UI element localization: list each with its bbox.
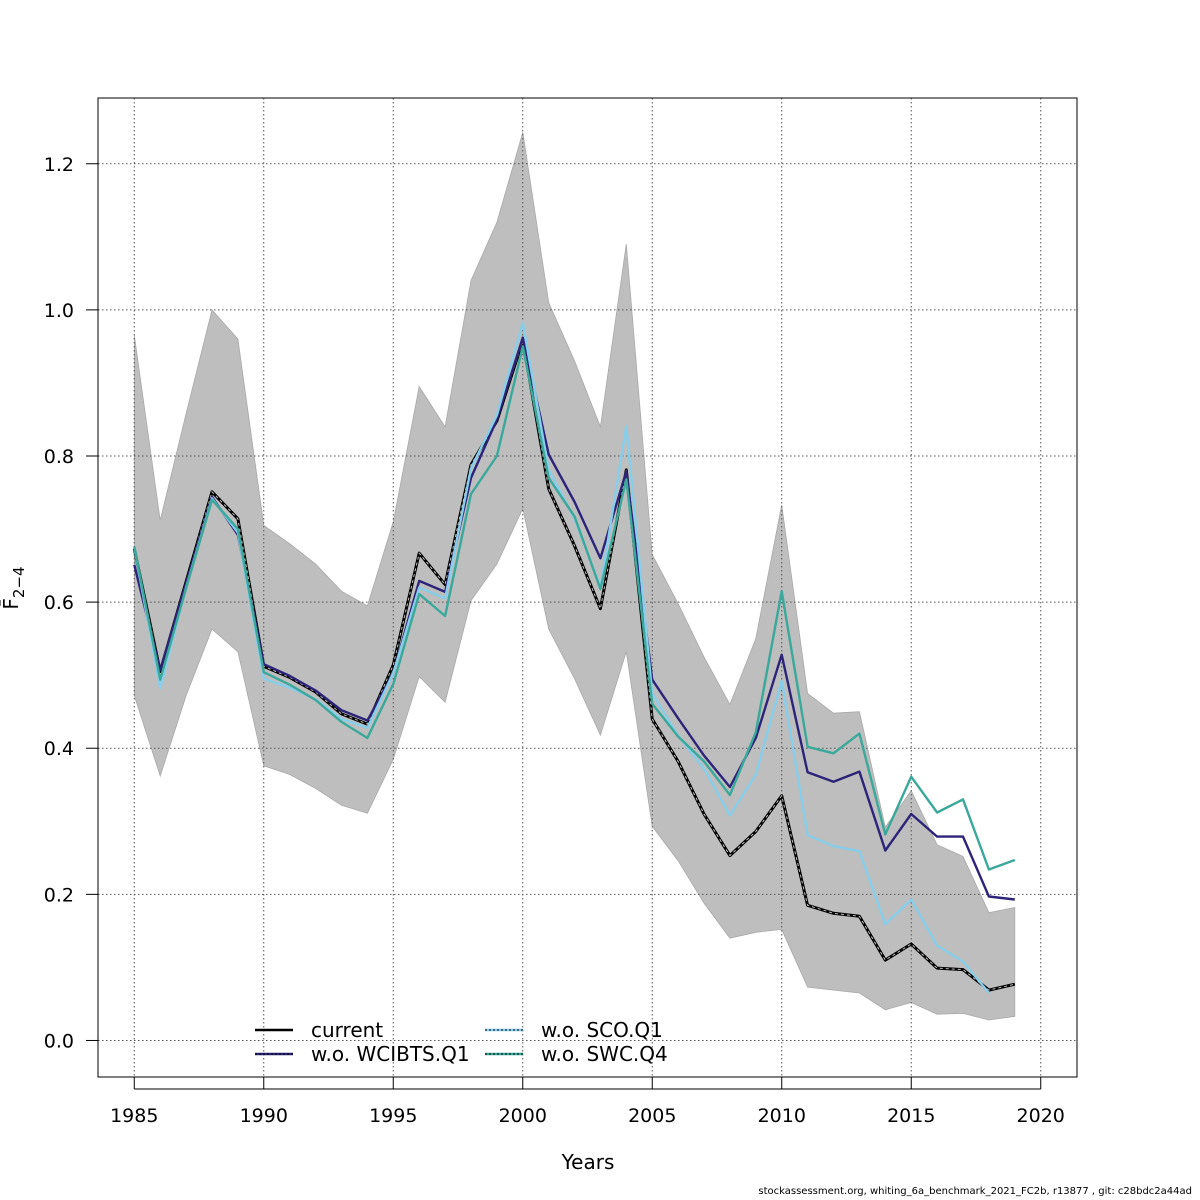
y-axis-title-subscript: 2−4 xyxy=(10,566,28,598)
y-tick-label: 1.2 xyxy=(44,154,74,176)
series-line-w-o-wcibts-q1 xyxy=(133,336,1015,901)
legend-label: current xyxy=(311,1018,383,1042)
x-axis-title: Years xyxy=(561,1150,615,1174)
x-tick-label: 2010 xyxy=(758,1105,806,1127)
x-tick-label: 1990 xyxy=(240,1105,288,1127)
plot-frame xyxy=(97,97,1078,1078)
legend-label: w.o. SCO.Q1 xyxy=(541,1018,663,1042)
x-axis: 1985 1990 1995 2000 2005 2010 2015 2020 xyxy=(110,1077,1065,1127)
series-layer xyxy=(132,321,1016,994)
x-tick-label: 1985 xyxy=(110,1105,158,1127)
series-line-current-dash xyxy=(133,340,1015,991)
x-tick-label: 2015 xyxy=(887,1105,935,1127)
x-tick-label: 2005 xyxy=(628,1105,676,1127)
confidence-band xyxy=(133,132,1016,1021)
x-tick-label: 2000 xyxy=(499,1105,547,1127)
y-axis-title: F̄2−4 xyxy=(0,566,28,609)
y-axis-title-main: F̄ xyxy=(0,598,23,610)
footer-note: stockassessment.org, whiting_6a_benchmar… xyxy=(758,1186,1192,1197)
x-tick-label: 1995 xyxy=(369,1105,417,1127)
confidence-band-layer xyxy=(133,132,1016,1021)
legend-label: w.o. WCIBTS.Q1 xyxy=(311,1042,470,1066)
y-tick-label: 0.6 xyxy=(44,592,74,614)
y-tick-label: 0.2 xyxy=(44,884,74,906)
series-line-w-o-sco-q1 xyxy=(133,321,990,994)
legend-label: w.o. SWC.Q4 xyxy=(541,1042,668,1066)
y-tick-label: 0.0 xyxy=(44,1030,74,1052)
series-line-w-o-swc-q4 xyxy=(133,345,1016,871)
y-tick-label: 1.0 xyxy=(44,300,74,322)
grid-layer xyxy=(98,98,1077,1077)
y-axis: 0.0 0.2 0.4 0.6 0.8 1.0 1.2 xyxy=(44,154,98,1052)
y-tick-label: 0.8 xyxy=(44,446,74,468)
y-tick-label: 0.4 xyxy=(44,738,74,760)
x-tick-label: 2020 xyxy=(1017,1105,1065,1127)
